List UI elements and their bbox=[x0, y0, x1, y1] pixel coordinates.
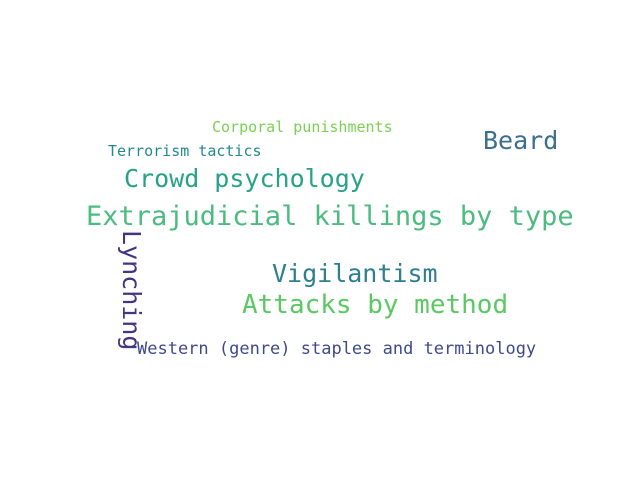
word-vigilantism: Vigilantism bbox=[272, 259, 438, 288]
word-attacks-by-method: Attacks by method bbox=[242, 290, 509, 320]
word-beard: Beard bbox=[483, 126, 559, 155]
word-corporal-punishments: Corporal punishments bbox=[212, 118, 393, 136]
word-extrajudicial-killings: Extrajudicial killings by type bbox=[86, 201, 574, 232]
word-crowd-psychology: Crowd psychology bbox=[124, 164, 365, 193]
word-terrorism-tactics: Terrorism tactics bbox=[108, 142, 262, 160]
word-lynching: Lynching bbox=[117, 230, 146, 351]
word-western-genre: Western (genre) staples and terminology bbox=[137, 339, 537, 359]
